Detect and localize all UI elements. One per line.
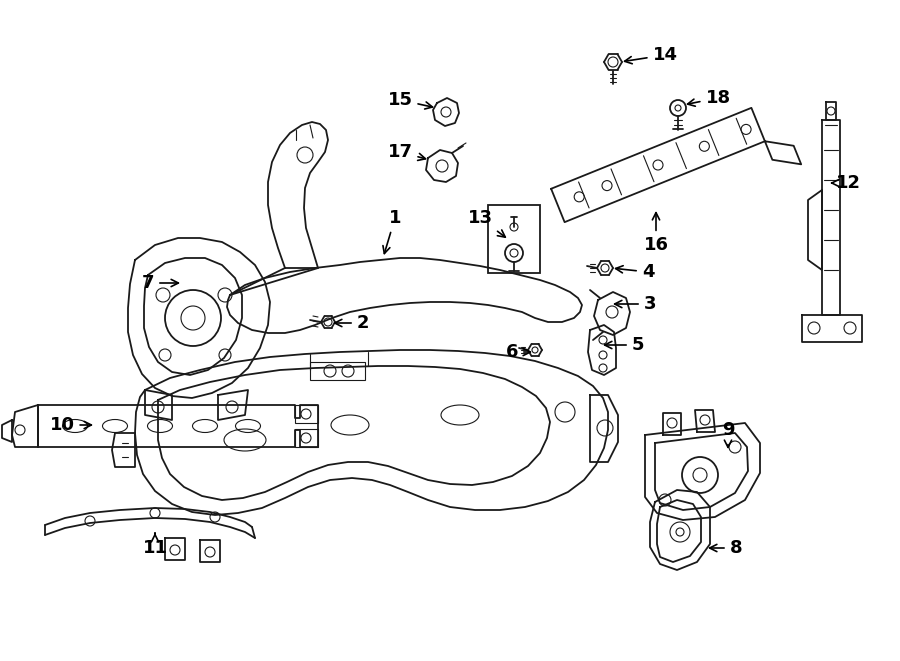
Text: 6: 6 — [506, 343, 530, 361]
Text: 2: 2 — [335, 314, 369, 332]
Text: 11: 11 — [142, 533, 167, 557]
Text: 13: 13 — [467, 209, 505, 237]
Text: 10: 10 — [50, 416, 92, 434]
Bar — [295, 429, 318, 447]
Text: 7: 7 — [142, 274, 178, 292]
Text: 17: 17 — [388, 143, 426, 161]
Bar — [488, 205, 540, 273]
Text: 5: 5 — [605, 336, 644, 354]
Text: 14: 14 — [625, 46, 678, 64]
Text: 3: 3 — [615, 295, 656, 313]
Text: 1: 1 — [383, 209, 401, 254]
Text: 4: 4 — [616, 263, 654, 281]
Text: 16: 16 — [644, 213, 669, 254]
Text: 15: 15 — [388, 91, 433, 109]
Bar — [310, 362, 365, 380]
Bar — [295, 405, 318, 423]
Text: 18: 18 — [688, 89, 731, 107]
Text: 8: 8 — [709, 539, 742, 557]
Text: 9: 9 — [722, 421, 734, 447]
Text: 12: 12 — [832, 174, 860, 192]
